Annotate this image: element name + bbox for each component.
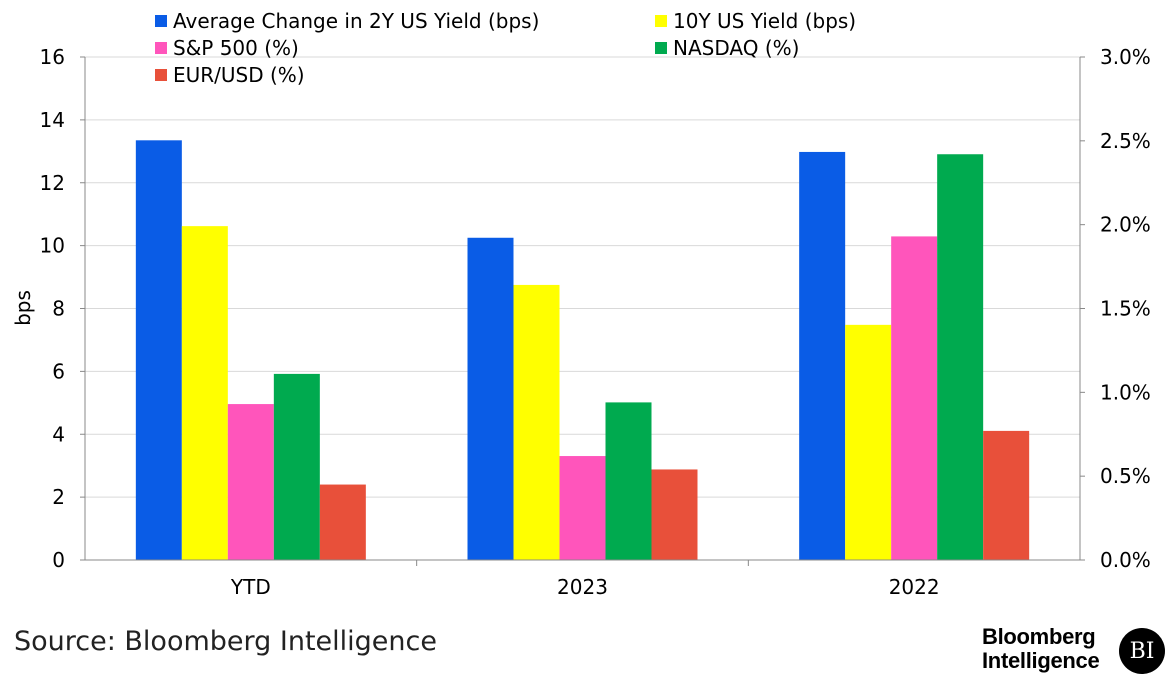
bar [983, 430, 1030, 560]
brand-logo: Bloomberg Intelligence BI [982, 624, 1165, 677]
bar [135, 140, 182, 560]
y2-tick-label: 0.5% [1100, 464, 1151, 488]
legend: Average Change in 2Y US Yield (bps) 10Y U… [155, 9, 856, 87]
y2-tick-label: 2.0% [1100, 213, 1151, 237]
y-tick-label: 4 [52, 422, 65, 446]
y2-tick-label: 1.0% [1100, 380, 1151, 404]
bar [513, 284, 560, 560]
bar [559, 456, 606, 560]
bar [605, 402, 652, 560]
x-tick-label: 2023 [557, 575, 608, 599]
bar [799, 151, 846, 560]
bar [227, 404, 274, 560]
bars [135, 140, 1030, 561]
legend-label: 10Y US Yield (bps) [673, 9, 856, 33]
brand-line-1: Bloomberg [982, 624, 1096, 649]
legend-swatch [655, 42, 667, 54]
y-tick-label: 12 [40, 171, 65, 195]
y-tick-label: 8 [52, 297, 65, 321]
legend-label: NASDAQ (%) [673, 36, 799, 60]
x-tick-label: YTD [230, 575, 271, 599]
x-tick-label: 2022 [889, 575, 940, 599]
y2-tick-label: 1.5% [1100, 297, 1151, 321]
legend-label: Average Change in 2Y US Yield (bps) [173, 9, 539, 33]
bar [845, 324, 892, 560]
y-axis-label: bps [11, 290, 35, 326]
brand-badge: BI [1119, 628, 1165, 674]
brand-line-2: Intelligence [982, 648, 1100, 673]
legend-label: EUR/USD (%) [173, 63, 305, 87]
y2-tick-label: 3.0% [1100, 45, 1151, 69]
legend-swatch [155, 69, 167, 81]
bar [891, 236, 938, 561]
bar [181, 226, 228, 561]
legend-swatch [655, 15, 667, 27]
legend-swatch [155, 15, 167, 27]
bar [651, 469, 698, 560]
axes [80, 56, 1085, 566]
legend-label: S&P 500 (%) [173, 36, 299, 60]
tick-labels: 0 2 4 6 8 10 12 14 16 0.0% 0.5% 1.0% 1.5% 2.0% 2.5% 3.0… [40, 45, 1151, 599]
legend-swatch [155, 42, 167, 54]
y-tick-label: 16 [40, 45, 65, 69]
y-tick-label: 0 [52, 548, 65, 572]
bar [467, 237, 514, 560]
y-tick-label: 6 [52, 359, 65, 383]
bar [937, 154, 984, 560]
y-tick-label: 2 [52, 485, 65, 509]
chart: 0 2 4 6 8 10 12 14 16 0.0% 0.5% 1.0% 1.5% 2.0% 2.5% 3.0… [11, 9, 1151, 599]
y2-tick-label: 0.0% [1100, 548, 1151, 572]
brand-wordmark: Bloomberg Intelligence [982, 624, 1100, 673]
y2-tick-label: 2.5% [1100, 129, 1151, 153]
y-tick-label: 14 [40, 108, 65, 132]
bar [319, 484, 366, 560]
source-note: Source: Bloomberg Intelligence [14, 626, 437, 657]
y-tick-label: 10 [40, 234, 65, 258]
bar [273, 373, 320, 560]
